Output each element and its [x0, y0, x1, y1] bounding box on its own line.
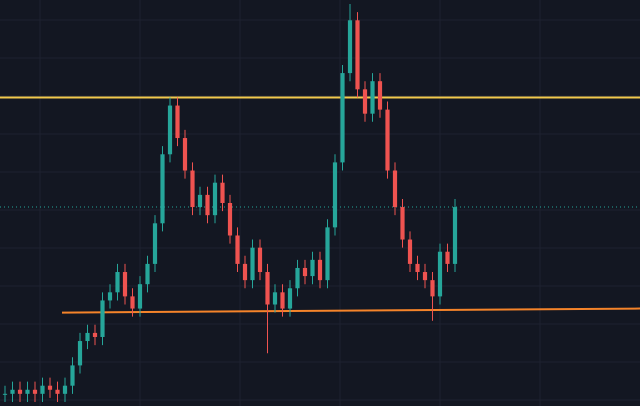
candle-body: [355, 20, 360, 90]
candle-body: [175, 105, 180, 139]
candle-body: [92, 332, 98, 337]
candle-body: [115, 272, 120, 293]
level-line: [61, 307, 640, 314]
candle-body: [25, 389, 30, 394]
candle-body: [430, 280, 435, 297]
candle-body: [445, 251, 450, 264]
candle-body: [77, 341, 83, 366]
candle-body: [62, 385, 68, 394]
candle-body: [100, 300, 105, 337]
candle-body: [295, 267, 300, 289]
candle-body: [145, 263, 150, 285]
candle-body: [452, 207, 458, 264]
candle-body: [347, 20, 353, 74]
candle-body: [17, 389, 23, 394]
candle-body: [235, 235, 240, 264]
candle-body: [122, 272, 128, 297]
candle-body: [167, 105, 173, 155]
candle-body: [10, 389, 15, 394]
candle-body: [362, 89, 368, 114]
candle-body: [325, 227, 330, 281]
candle-body: [190, 170, 195, 208]
candle-body: [212, 182, 218, 216]
candle-body: [2, 393, 8, 395]
candle-body: [137, 284, 143, 309]
candle-body: [55, 389, 60, 394]
candle-body: [242, 263, 248, 281]
candle-body: [160, 154, 165, 224]
candle-body: [370, 81, 375, 114]
candle-body: [227, 203, 233, 236]
candle-body: [265, 272, 270, 305]
candle-body: [257, 247, 263, 273]
candle-body: [32, 389, 38, 394]
candle-body: [377, 81, 383, 110]
candle-body: [130, 296, 135, 309]
candle-body: [107, 292, 113, 301]
candle-body: [332, 162, 338, 228]
candle-body: [400, 207, 405, 240]
candle-body: [40, 385, 45, 394]
candle-body: [205, 194, 210, 216]
candle-body: [317, 259, 323, 281]
candle-body: [340, 73, 345, 163]
candle-body: [182, 138, 188, 171]
candle-body: [437, 251, 443, 297]
candle-body: [70, 365, 75, 386]
candle-body: [220, 182, 225, 203]
candle-body: [197, 194, 203, 208]
candle-body: [250, 247, 255, 281]
candle-body: [407, 239, 413, 264]
candle-body: [287, 288, 293, 309]
candle-body: [310, 259, 315, 277]
candle-body: [152, 223, 158, 264]
candle-body: [385, 109, 390, 171]
candle-body: [280, 292, 285, 309]
candle-body: [85, 332, 90, 342]
candle-body: [415, 263, 420, 273]
candle-body: [422, 272, 428, 281]
candle-body: [392, 170, 398, 208]
candle-body: [302, 267, 308, 277]
candle-body: [272, 292, 278, 305]
candle-body: [47, 385, 53, 390]
